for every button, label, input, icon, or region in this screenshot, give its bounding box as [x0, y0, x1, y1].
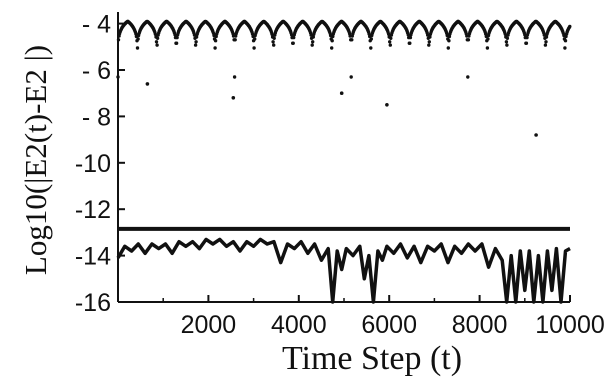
series-1-point: [154, 40, 159, 44]
y-tick-label: - 6: [82, 57, 111, 85]
y-tick-label: -10: [75, 150, 111, 178]
series-1-deep-point: [145, 82, 150, 86]
series-1-point: [350, 38, 354, 42]
series-1-point: [428, 35, 432, 39]
series-1-point: [233, 38, 237, 42]
series-1-point: [466, 75, 470, 79]
series-1-point: [503, 32, 507, 36]
series-1-point: [193, 43, 198, 47]
series-1-point: [563, 39, 568, 43]
series-1-point: [136, 37, 140, 41]
series-1-point: [330, 39, 334, 43]
series-1-point: [213, 39, 218, 43]
series-1-point: [485, 46, 490, 50]
series-1-point: [446, 46, 450, 50]
y-tick-label: -16: [75, 289, 111, 317]
series-1-point: [311, 40, 315, 44]
x-tick-label: 6000: [361, 311, 417, 339]
series-1-point: [544, 40, 548, 44]
series-1-point: [194, 35, 199, 39]
y-tick-label: -12: [75, 196, 111, 224]
series-1-point: [232, 75, 237, 79]
series-1-deep-point: [534, 133, 538, 137]
series-1-point: [543, 43, 548, 47]
x-tick-label: 8000: [452, 311, 508, 339]
series-1-point: [194, 40, 198, 44]
series-1-point: [406, 33, 410, 37]
series-1-point: [388, 40, 392, 44]
chart-marks: [116, 19, 572, 304]
chart-ticks: 2000 4000 6000 8000 10000 - 4 - 6 - 8 -10 -12 -14 -…: [75, 11, 605, 339]
series-1-point: [504, 40, 509, 44]
series-1-point: [213, 46, 217, 50]
series-1: [116, 19, 572, 137]
series-1-point: [505, 36, 510, 40]
series-1-point: [135, 46, 140, 50]
series-1-point: [289, 33, 294, 37]
x-axis-title: Time Step (t): [282, 340, 462, 377]
series-1-point: [330, 46, 334, 50]
series-1-point: [155, 36, 160, 40]
series-1-point: [523, 33, 527, 37]
series-1-point: [427, 43, 431, 47]
series-1-point: [153, 32, 158, 36]
series-1-point: [389, 36, 393, 40]
series-1-point: [253, 37, 257, 41]
series-1-deep-point: [339, 91, 344, 95]
series-1-point: [175, 35, 179, 40]
series-1-point: [369, 37, 373, 41]
series-1-point: [310, 43, 314, 47]
series-1-point: [271, 40, 275, 44]
series-1-point: [466, 38, 471, 42]
series-1-point: [426, 33, 430, 37]
series-1-point: [311, 35, 315, 39]
series-1-point: [174, 41, 179, 45]
series-1-point: [568, 24, 572, 29]
series-1-point: [408, 41, 412, 45]
series-1-point: [292, 35, 296, 40]
series-1-point: [525, 35, 529, 40]
series-1-point: [388, 43, 392, 47]
series-1-deep-point: [231, 96, 236, 100]
series-1-point: [309, 33, 313, 37]
series-1-point: [563, 46, 567, 50]
series-1-point: [155, 43, 159, 47]
series-1-deep-point: [385, 103, 389, 107]
series-3-line: [116, 237, 571, 304]
series-1-point: [173, 33, 177, 37]
series-1-point: [387, 32, 391, 36]
series-1-point: [486, 37, 490, 41]
series-1-point: [272, 43, 276, 47]
series-1-point: [505, 43, 509, 47]
series-1-point: [369, 46, 373, 50]
y-tick-label: - 8: [82, 103, 111, 131]
series-1-point: [270, 32, 274, 36]
series-1-point: [447, 39, 451, 43]
x-tick-label: 2000: [181, 311, 237, 339]
series-1-point: [427, 40, 431, 44]
series-1-point: [542, 33, 546, 37]
y-tick-label: -14: [75, 243, 111, 271]
series-1-point: [349, 75, 353, 79]
y-axis-title: Log10(|E2(t)-E2 |): [18, 45, 53, 275]
x-tick-label: 4000: [271, 311, 327, 339]
series-1-point: [252, 46, 256, 50]
series-1-point: [272, 36, 276, 40]
series-1-point: [291, 41, 295, 45]
series-1-point: [544, 35, 549, 39]
y-tick-label: - 4: [82, 11, 111, 39]
series-1-point: [408, 35, 413, 40]
x-tick-label: 10000: [535, 311, 605, 339]
series-1-point: [524, 41, 529, 45]
